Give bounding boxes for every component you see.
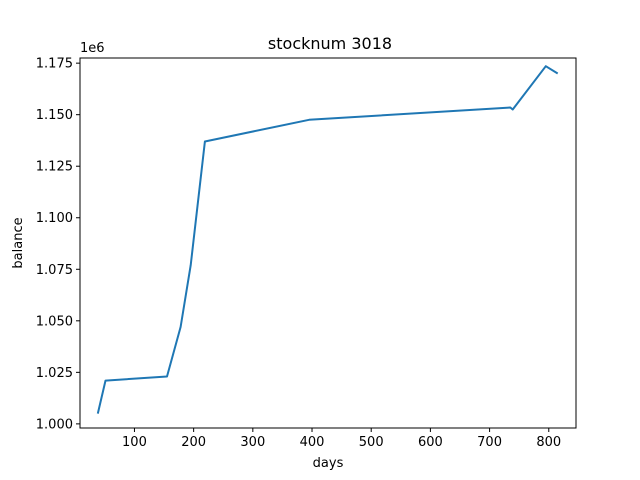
x-tick-label: 500	[359, 435, 384, 450]
x-tick-label: 600	[418, 435, 443, 450]
x-tick-label: 700	[477, 435, 502, 450]
x-tick-label: 200	[181, 435, 206, 450]
y-tick-label: 1.000	[36, 417, 73, 432]
x-tick-label: 800	[536, 435, 561, 450]
y-tick-label: 1.025	[36, 366, 73, 381]
y-tick-label: 1.150	[36, 108, 73, 123]
y-tick-label: 1.075	[36, 263, 73, 278]
x-axis-label: days	[313, 456, 344, 471]
y-axis-label: balance	[11, 217, 26, 268]
plot-frame	[79, 57, 577, 429]
x-tick-label: 300	[240, 435, 265, 450]
x-axis-ticks: 100 200 300 400 500 600 700 800	[122, 428, 561, 450]
series-line	[96, 65, 559, 414]
y-tick-label: 1.050	[36, 314, 73, 329]
x-tick-label: 100	[122, 435, 147, 450]
plot-area	[96, 65, 559, 414]
y-tick-label: 1.175	[36, 57, 73, 72]
chart-title: stocknum 3018	[268, 34, 392, 53]
x-tick-label: 400	[300, 435, 325, 450]
y-tick-label: 1.125	[36, 160, 73, 175]
y-tick-label: 1.100	[36, 211, 73, 226]
y-axis-ticks: 1.000 1.025 1.050 1.075 1.100 1.125 1.150 1.175	[36, 57, 80, 432]
y-axis-offset-label: 1e6	[80, 41, 105, 56]
